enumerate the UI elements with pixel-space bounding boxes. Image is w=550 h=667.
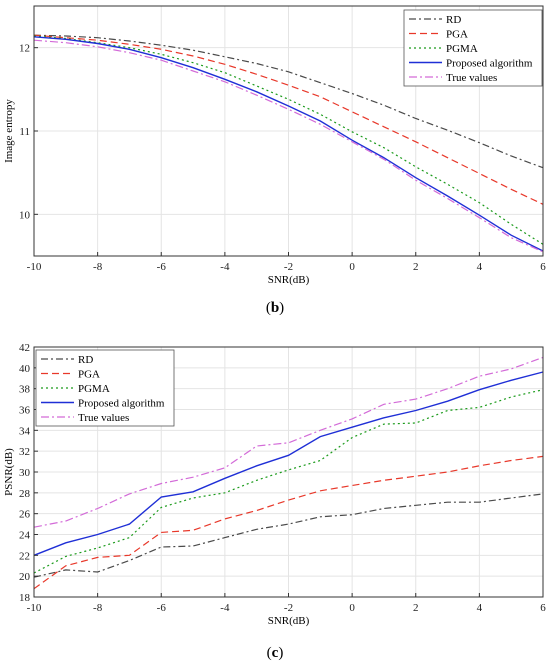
entropy-legend-label-pga: PGA (446, 29, 468, 41)
psnr-tick-label-y: 36 (19, 405, 31, 417)
psnr-tick-label-y: 18 (19, 592, 31, 604)
psnr-tick-label-x: -6 (157, 602, 167, 614)
psnr-tick-label-x: 6 (540, 602, 546, 614)
psnr-tick-label-y: 22 (19, 550, 30, 562)
panel-label-b-open: ( (265, 300, 271, 316)
psnr-tick-label-x: 2 (413, 602, 419, 614)
psnr-tick-label-y: 34 (19, 425, 31, 437)
psnr-tick-label-y: 26 (19, 509, 31, 521)
psnr-legend-label-true: True values (78, 412, 129, 424)
psnr-tick-label-x: 0 (349, 602, 355, 614)
entropy-legend-box (403, 9, 543, 87)
psnr-series-pga (33, 455, 544, 590)
entropy-tick-label-y: 10 (19, 209, 31, 221)
panel-label-b-close: ) (279, 300, 285, 316)
entropy-series-pgma (33, 35, 544, 245)
entropy-series-true (33, 39, 544, 253)
psnr-y-axis-label: PSNR(dB) (3, 448, 15, 496)
psnr-tick-label-y: 30 (19, 467, 31, 479)
panel-label-c-close: ) (278, 645, 284, 661)
entropy-y-axis-label: Image entropy (3, 99, 15, 163)
entropy-legend-label-pgma: PGMA (446, 43, 478, 55)
entropy-legend-label-proposed: Proposed algorithm (446, 58, 533, 70)
psnr-x-axis-label: SNR(dB) (268, 615, 310, 627)
entropy-tick-label-x: -8 (93, 261, 103, 273)
psnr-tick-label-y: 40 (19, 363, 31, 375)
psnr-tick-label-y: 28 (19, 488, 31, 500)
entropy-x-axis-label: SNR(dB) (268, 274, 310, 286)
entropy-legend-label-rd: RD (446, 14, 461, 26)
entropy-tick-label-x: -2 (284, 261, 293, 273)
entropy-tick-label-x: 2 (413, 261, 419, 273)
entropy-series-rd (33, 34, 544, 169)
entropy-chart: -10 -8 -6 -4 -2 0 2 4 6 10 11 12 SNR(dB) Image entrop… (3, 5, 546, 286)
entropy-tick-label-x: 4 (477, 261, 483, 273)
panel-label-c-letter: c (271, 645, 279, 661)
psnr-legend-label-pga: PGA (78, 369, 100, 381)
psnr-legend-label-proposed: Proposed algorithm (78, 398, 165, 410)
psnr-series-true (33, 356, 544, 528)
entropy-tick-label-y: 11 (19, 126, 30, 138)
entropy-tick-label-x: -6 (157, 261, 167, 273)
panel-label-c-open: ( (266, 645, 272, 661)
entropy-tick-label-x: -4 (220, 261, 230, 273)
psnr-tick-label-x: -2 (284, 602, 293, 614)
psnr-chart: -10 -8 -6 -4 -2 0 2 4 61820222426283032343638404… (3, 342, 546, 627)
psnr-legend-label-pgma: PGMA (78, 383, 110, 395)
psnr-tick-label-x: 4 (477, 602, 483, 614)
entropy-tick-label-x: 6 (540, 261, 546, 273)
psnr-tick-label-y: 24 (19, 530, 31, 542)
psnr-tick-label-x: -8 (93, 602, 103, 614)
psnr-tick-label-x: -4 (220, 602, 230, 614)
entropy-tick-label-x: -10 (27, 261, 42, 273)
entropy-series-proposed (33, 36, 544, 252)
psnr-legend: RD PGA PGMA Proposed algorithm True values (35, 349, 175, 427)
psnr-tick-label-x: -10 (27, 602, 42, 614)
entropy-legend: RD PGA PGMA Proposed algorithm True values (403, 9, 543, 87)
entropy-legend-label-true: True values (446, 72, 497, 84)
psnr-tick-label-y: 20 (19, 571, 31, 583)
entropy-tick-label-y: 12 (19, 43, 30, 55)
psnr-legend-box (35, 349, 175, 427)
panel-label-b-letter: b (270, 300, 280, 316)
panel-label-b: (b) (0, 300, 550, 317)
psnr-tick-label-y: 38 (19, 384, 31, 396)
psnr-tick-label-y: 32 (19, 446, 30, 458)
psnr-legend-label-rd: RD (78, 354, 93, 366)
entropy-tick-label-x: 0 (349, 261, 355, 273)
panel-label-c: (c) (0, 645, 550, 662)
psnr-series-proposed (33, 371, 544, 556)
psnr-series-pgma (33, 389, 544, 574)
psnr-tick-label-y: 42 (19, 342, 30, 354)
